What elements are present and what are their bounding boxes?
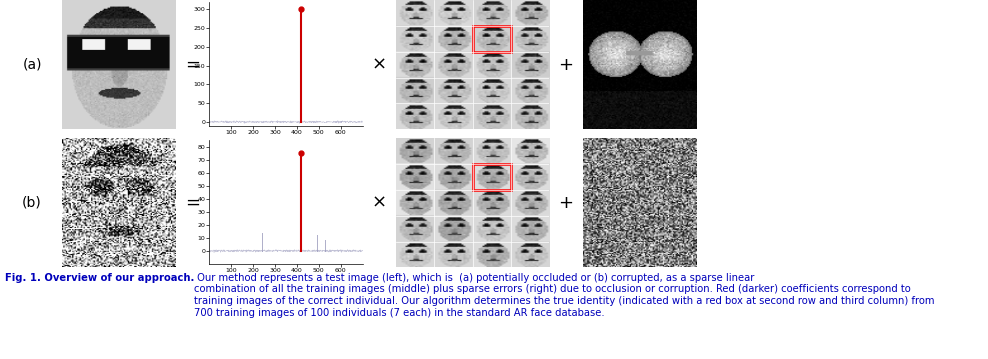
Bar	[472, 164, 511, 190]
Text: Our method represents a test image (left), which is  (a) potentially occluded or: Our method represents a test image (left…	[195, 273, 935, 318]
Text: (b): (b)	[23, 196, 41, 210]
Text: +: +	[558, 56, 574, 74]
Text: ×: ×	[371, 56, 387, 74]
Text: =: =	[185, 56, 201, 74]
Text: (a): (a)	[23, 58, 41, 71]
Text: ×: ×	[371, 194, 387, 212]
Text: =: =	[185, 194, 201, 212]
Text: Fig. 1. Overview of our approach.: Fig. 1. Overview of our approach.	[5, 273, 195, 283]
Bar	[472, 26, 511, 52]
Text: +: +	[558, 194, 574, 212]
